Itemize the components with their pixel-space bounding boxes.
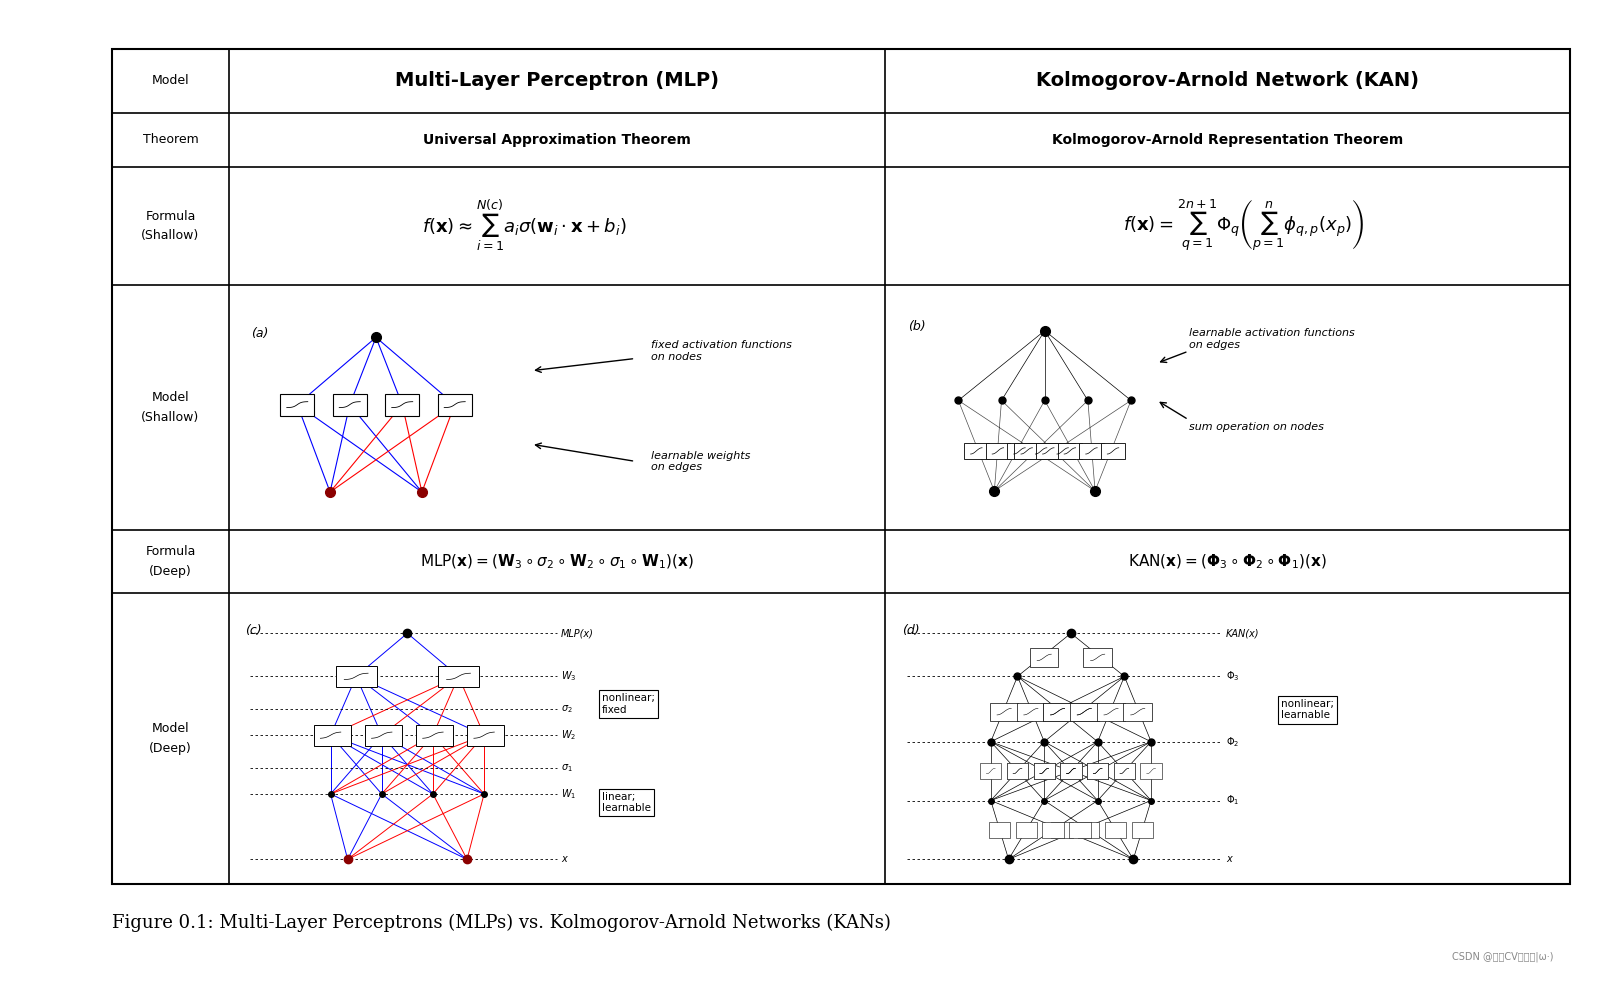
FancyBboxPatch shape (1008, 443, 1032, 460)
FancyBboxPatch shape (1113, 763, 1136, 779)
Text: Kolmogorov-Arnold Network (KAN): Kolmogorov-Arnold Network (KAN) (1036, 72, 1419, 90)
FancyBboxPatch shape (1131, 822, 1153, 838)
FancyBboxPatch shape (384, 394, 420, 415)
Text: $f(\mathbf{x}) \approx \sum_{i=1}^{N(c)} a_i \sigma(\mathbf{w}_i \cdot \mathbf{x: $f(\mathbf{x}) \approx \sum_{i=1}^{N(c)}… (423, 198, 626, 254)
FancyBboxPatch shape (1105, 822, 1126, 838)
FancyBboxPatch shape (336, 666, 376, 686)
FancyBboxPatch shape (1070, 702, 1099, 721)
FancyBboxPatch shape (1036, 443, 1061, 460)
FancyBboxPatch shape (365, 725, 402, 745)
Text: Figure 0.1: Multi-Layer Perceptrons (MLPs) vs. Kolmogorov-Arnold Networks (KANs): Figure 0.1: Multi-Layer Perceptrons (MLP… (112, 914, 891, 932)
FancyBboxPatch shape (314, 725, 351, 745)
Text: x: x (561, 854, 567, 864)
FancyBboxPatch shape (1043, 702, 1072, 721)
Text: linear;
learnable: linear; learnable (602, 791, 650, 813)
FancyBboxPatch shape (1051, 443, 1075, 460)
Text: Model: Model (152, 391, 189, 405)
Text: $\mathrm{MLP}(\mathbf{x}) = (\mathbf{W}_3 \circ \sigma_2 \circ \mathbf{W}_2 \cir: $\mathrm{MLP}(\mathbf{x}) = (\mathbf{W}_… (420, 553, 694, 571)
Text: (d): (d) (902, 625, 920, 637)
Text: Formula: Formula (146, 210, 195, 223)
FancyBboxPatch shape (988, 822, 1011, 838)
Text: $\Phi_3$: $\Phi_3$ (1226, 670, 1240, 683)
FancyBboxPatch shape (417, 725, 453, 745)
FancyBboxPatch shape (1123, 702, 1152, 721)
FancyBboxPatch shape (1061, 763, 1081, 779)
FancyBboxPatch shape (1033, 763, 1054, 779)
FancyBboxPatch shape (964, 443, 988, 460)
FancyBboxPatch shape (980, 763, 1001, 779)
FancyBboxPatch shape (985, 443, 1011, 460)
Text: $\Phi_1$: $\Phi_1$ (1226, 793, 1240, 807)
Text: Universal Approximation Theorem: Universal Approximation Theorem (423, 133, 690, 147)
Text: $\sigma_2$: $\sigma_2$ (561, 703, 572, 715)
Text: MLP(x): MLP(x) (561, 628, 594, 638)
FancyBboxPatch shape (1141, 763, 1161, 779)
FancyBboxPatch shape (437, 666, 479, 686)
Text: Kolmogorov-Arnold Representation Theorem: Kolmogorov-Arnold Representation Theorem (1053, 133, 1403, 147)
FancyBboxPatch shape (437, 394, 471, 415)
FancyBboxPatch shape (1088, 763, 1109, 779)
FancyBboxPatch shape (1051, 822, 1073, 838)
FancyBboxPatch shape (1030, 648, 1059, 667)
FancyBboxPatch shape (1033, 763, 1054, 779)
FancyBboxPatch shape (1033, 763, 1054, 779)
Text: (Shallow): (Shallow) (141, 410, 200, 424)
FancyBboxPatch shape (1069, 822, 1091, 838)
FancyBboxPatch shape (1070, 702, 1099, 721)
Text: $\Phi_2$: $\Phi_2$ (1226, 735, 1240, 748)
FancyBboxPatch shape (1061, 763, 1081, 779)
FancyBboxPatch shape (468, 725, 505, 745)
FancyBboxPatch shape (1028, 443, 1054, 460)
FancyBboxPatch shape (1017, 702, 1045, 721)
Text: Theorem: Theorem (143, 134, 199, 146)
FancyBboxPatch shape (1043, 822, 1064, 838)
Bar (112, 49, 1570, 884)
FancyBboxPatch shape (1014, 443, 1040, 460)
Text: (b): (b) (908, 320, 926, 333)
Text: $f(\mathbf{x}) = \sum_{q=1}^{2n+1} \Phi_q \left( \sum_{p=1}^{n} \phi_{q,p}(x_p) : $f(\mathbf{x}) = \sum_{q=1}^{2n+1} \Phi_… (1123, 198, 1365, 254)
Text: nonlinear;
fixed: nonlinear; fixed (602, 693, 655, 715)
Text: Model: Model (152, 75, 189, 87)
FancyBboxPatch shape (1061, 763, 1081, 779)
Text: $W_3$: $W_3$ (561, 670, 577, 683)
Text: (a): (a) (252, 327, 269, 341)
FancyBboxPatch shape (280, 394, 314, 415)
Text: sum operation on nodes: sum operation on nodes (1189, 422, 1323, 432)
FancyBboxPatch shape (1088, 763, 1109, 779)
Text: x: x (1226, 854, 1232, 864)
Text: (Shallow): (Shallow) (141, 230, 200, 243)
FancyBboxPatch shape (1088, 763, 1109, 779)
Text: $\sigma_1$: $\sigma_1$ (561, 762, 572, 774)
FancyBboxPatch shape (1083, 648, 1112, 667)
Text: (Deep): (Deep) (149, 565, 192, 578)
Text: learnable weights
on edges: learnable weights on edges (652, 451, 751, 472)
Text: Formula: Formula (146, 545, 195, 559)
FancyBboxPatch shape (1113, 763, 1136, 779)
FancyBboxPatch shape (1061, 763, 1081, 779)
FancyBboxPatch shape (1006, 763, 1028, 779)
Text: KAN(x): KAN(x) (1226, 628, 1259, 638)
Text: $W_1$: $W_1$ (561, 787, 577, 801)
Text: Model: Model (152, 723, 189, 736)
FancyBboxPatch shape (333, 394, 367, 415)
Text: learnable activation functions
on edges: learnable activation functions on edges (1189, 328, 1354, 350)
FancyBboxPatch shape (1057, 443, 1081, 460)
FancyBboxPatch shape (1006, 763, 1028, 779)
Text: nonlinear;
learnable: nonlinear; learnable (1282, 699, 1334, 721)
Text: (Deep): (Deep) (149, 742, 192, 755)
Text: CSDN @工大CV小王子|ω·): CSDN @工大CV小王子|ω·) (1453, 952, 1554, 962)
FancyBboxPatch shape (990, 702, 1019, 721)
Text: fixed activation functions
on nodes: fixed activation functions on nodes (652, 341, 793, 362)
Text: Multi-Layer Perceptron (MLP): Multi-Layer Perceptron (MLP) (394, 72, 719, 90)
Text: $W_2$: $W_2$ (561, 729, 577, 742)
FancyBboxPatch shape (1043, 702, 1072, 721)
FancyBboxPatch shape (1080, 443, 1104, 460)
FancyBboxPatch shape (1101, 443, 1125, 460)
FancyBboxPatch shape (1016, 822, 1036, 838)
Text: (c): (c) (245, 625, 263, 637)
FancyBboxPatch shape (1078, 822, 1099, 838)
Text: $\mathrm{KAN}(\mathbf{x}) = (\mathbf{\Phi}_3 \circ \mathbf{\Phi}_2 \circ \mathbf: $\mathrm{KAN}(\mathbf{x}) = (\mathbf{\Ph… (1128, 553, 1326, 571)
FancyBboxPatch shape (1097, 702, 1125, 721)
